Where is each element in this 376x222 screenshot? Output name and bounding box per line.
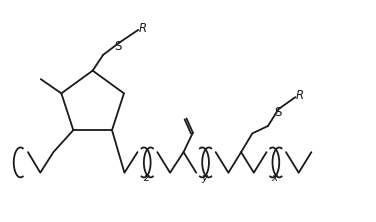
Text: R: R bbox=[139, 22, 147, 35]
Text: S: S bbox=[114, 40, 121, 53]
Text: x: x bbox=[271, 173, 277, 183]
Text: R: R bbox=[296, 89, 304, 102]
Text: S: S bbox=[274, 106, 281, 119]
Text: y: y bbox=[201, 173, 207, 183]
Text: z: z bbox=[143, 173, 149, 183]
